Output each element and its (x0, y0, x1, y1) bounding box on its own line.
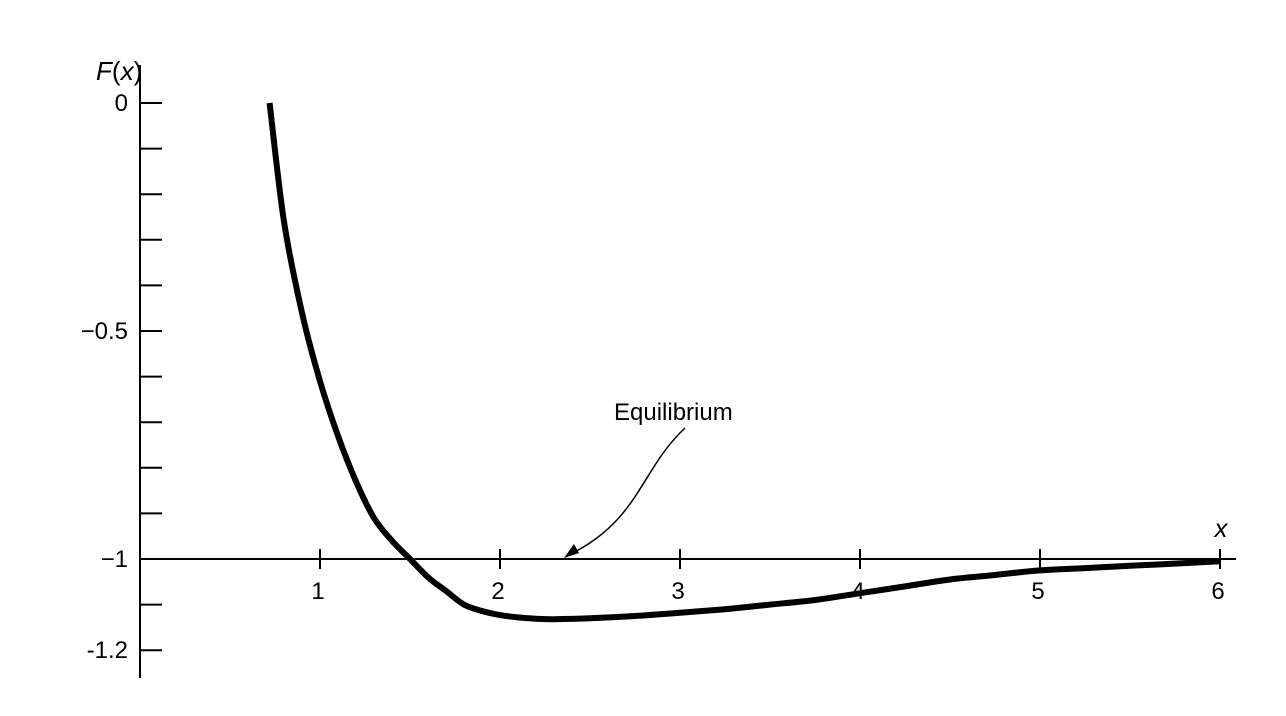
annotation-arrowhead-0 (564, 544, 579, 558)
x-tick-label-5: 6 (1211, 578, 1224, 605)
x-tick-label-2: 3 (671, 578, 684, 605)
y-tick-label-3: -1.2 (87, 637, 128, 664)
series-layer (266, 102, 1221, 623)
y-tick-label-2: −1 (101, 546, 128, 573)
x-axis-title: x (1213, 513, 1229, 543)
y-tick-label-0: 0 (115, 90, 128, 117)
x-tick-label-1: 2 (491, 578, 504, 605)
y-axis-title: F(x) (96, 56, 142, 86)
ticks: 0−0.5−1-1.21 2 3 4 5 6 (81, 90, 1225, 664)
series-line-0 (266, 102, 1221, 623)
y-tick-label-1: −0.5 (81, 318, 128, 345)
axes: F(x) x (96, 56, 1236, 678)
x-tick-label-4: 5 (1031, 578, 1044, 605)
annotations: Equilibrium (564, 399, 733, 558)
annotation-arrow-line-0 (568, 427, 686, 556)
x-tick-label-0: 1 (311, 578, 324, 605)
annotation-label-0: Equilibrium (614, 399, 733, 426)
